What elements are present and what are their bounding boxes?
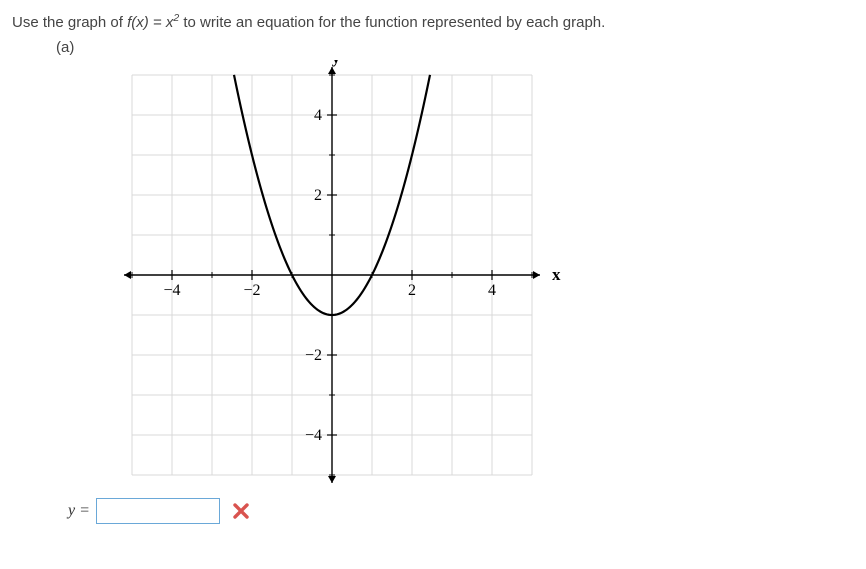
answer-lhs: y bbox=[68, 502, 75, 520]
answer-eq: = bbox=[79, 502, 90, 520]
svg-text:−4: −4 bbox=[305, 427, 322, 444]
answer-input[interactable] bbox=[96, 498, 220, 524]
part-label: (a) bbox=[56, 39, 854, 56]
svg-text:−2: −2 bbox=[243, 282, 260, 299]
svg-text:−2: −2 bbox=[305, 347, 322, 364]
answer-row: y = bbox=[68, 498, 854, 524]
svg-text:2: 2 bbox=[314, 187, 322, 204]
svg-text:−4: −4 bbox=[163, 282, 180, 299]
svg-text:x: x bbox=[552, 265, 561, 284]
graph-svg: −4 −2 2 4 −4 −2 2 4 y x bbox=[112, 60, 592, 490]
question-function: f(x) = x2 bbox=[127, 14, 183, 31]
question-text: Use the graph of f(x) = x2 to write an e… bbox=[12, 12, 854, 31]
question-prefix: Use the graph of bbox=[12, 14, 127, 31]
svg-text:y: y bbox=[332, 60, 341, 67]
question-suffix: to write an equation for the function re… bbox=[183, 14, 605, 31]
graph-figure: −4 −2 2 4 −4 −2 2 4 y x bbox=[112, 60, 592, 490]
svg-text:2: 2 bbox=[408, 282, 416, 299]
svg-text:4: 4 bbox=[488, 282, 496, 299]
svg-text:4: 4 bbox=[314, 107, 322, 124]
incorrect-icon bbox=[232, 502, 250, 520]
